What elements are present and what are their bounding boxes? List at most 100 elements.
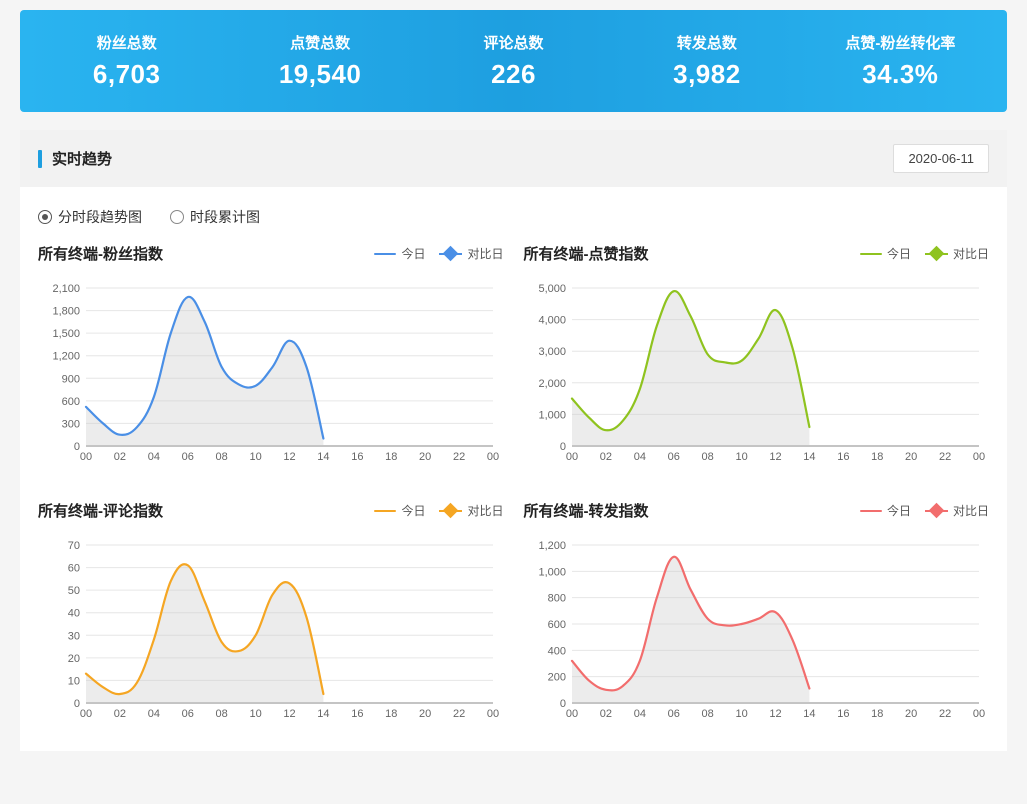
legend-diamond-icon [439,505,462,516]
stat-value: 6,703 [30,59,223,90]
svg-text:900: 900 [62,373,80,385]
legend-label: 今日 [401,502,425,519]
chart-header: 所有终端-评论指数今日对比日 [38,500,504,521]
legend-diamond-icon [439,248,462,259]
svg-text:16: 16 [351,708,363,720]
chart-header: 所有终端-点赞指数今日对比日 [524,243,990,264]
stat-item: 点赞总数19,540 [223,32,416,90]
svg-text:04: 04 [148,708,160,720]
chart-header: 所有终端-转发指数 今日对比日 [524,500,990,521]
svg-text:06: 06 [182,451,194,463]
date-picker[interactable]: 2020-06-11 [893,144,989,173]
legend-compare[interactable]: 对比日 [925,502,989,519]
svg-text:12: 12 [283,708,295,720]
stat-item: 评论总数226 [417,32,610,90]
legend-label: 对比日 [467,245,503,262]
svg-text:20: 20 [419,708,431,720]
svg-text:3,000: 3,000 [538,346,566,358]
radio-hourly-trend[interactable]: 分时段趋势图 [38,207,142,227]
svg-text:10: 10 [249,451,261,463]
legend-today[interactable]: 今日 [374,502,425,519]
chart-card-fans: 所有终端-粉丝指数今日对比日03006009001,2001,5001,8002… [38,243,504,470]
svg-text:16: 16 [837,708,849,720]
svg-text:00: 00 [972,708,984,720]
chart-mode-radios: 分时段趋势图 时段累计图 [20,187,1007,235]
legend-line-icon [860,253,882,255]
section-title-wrap: 实时趋势 [38,148,112,169]
legend-today[interactable]: 今日 [374,245,425,262]
stat-label: 粉丝总数 [30,32,223,53]
svg-text:00: 00 [487,451,499,463]
stat-label: 转发总数 [610,32,803,53]
svg-text:20: 20 [68,653,80,665]
legend-compare[interactable]: 对比日 [925,245,989,262]
chart-title: 所有终端-转发指数 [524,500,649,521]
svg-text:10: 10 [735,451,747,463]
legend-line-icon [374,510,396,512]
chart-legend: 今日 对比日 [374,502,503,519]
svg-text:18: 18 [385,451,397,463]
radio-icon [38,210,52,224]
stat-item: 转发总数 3,982 [610,32,803,90]
svg-text:08: 08 [701,451,713,463]
svg-text:1,200: 1,200 [52,351,80,363]
svg-text:800: 800 [547,593,565,605]
chart-legend: 今日对比日 [860,502,989,519]
legend-label: 对比日 [467,502,503,519]
svg-text:22: 22 [453,708,465,720]
svg-text:1,200: 1,200 [538,540,566,552]
svg-text:22: 22 [453,451,465,463]
radio-label: 时段累计图 [190,207,260,227]
section-header: 实时趋势 2020-06-11 [20,130,1007,187]
legend-compare[interactable]: 对比日 [439,245,503,262]
legend-label: 今日 [401,245,425,262]
svg-text:400: 400 [547,645,565,657]
charts-grid: 所有终端-粉丝指数今日对比日03006009001,2001,5001,8002… [20,235,1007,751]
chart-title: 所有终端-粉丝指数 [38,243,163,264]
svg-text:18: 18 [871,451,883,463]
legend-label: 今日 [887,245,911,262]
stats-banner: 粉丝总数 6,703点赞总数19,540评论总数226转发总数 3,982点赞-粉丝… [20,10,1007,112]
svg-text:18: 18 [871,708,883,720]
radio-icon [170,210,184,224]
svg-text:10: 10 [68,675,80,687]
svg-text:22: 22 [938,451,950,463]
svg-text:60: 60 [68,563,80,575]
legend-label: 今日 [887,502,911,519]
title-accent-bar [38,150,42,168]
svg-text:08: 08 [216,708,228,720]
stat-item: 粉丝总数 6,703 [30,32,223,90]
svg-text:08: 08 [216,451,228,463]
svg-text:1,800: 1,800 [52,306,80,318]
svg-text:200: 200 [547,672,565,684]
svg-text:20: 20 [905,708,917,720]
svg-text:00: 00 [80,451,92,463]
legend-today[interactable]: 今日 [860,245,911,262]
svg-text:5,000: 5,000 [538,283,566,295]
legend-compare[interactable]: 对比日 [439,502,503,519]
stat-value: 3,982 [610,59,803,90]
svg-text:00: 00 [487,708,499,720]
legend-label: 对比日 [953,245,989,262]
svg-text:02: 02 [599,708,611,720]
radio-label: 分时段趋势图 [58,207,142,227]
svg-text:30: 30 [68,630,80,642]
svg-text:00: 00 [565,451,577,463]
stat-label: 点赞-粉丝转化率 [804,32,997,53]
svg-text:1,000: 1,000 [538,409,566,421]
svg-text:40: 40 [68,608,80,620]
svg-text:14: 14 [803,708,815,720]
svg-text:10: 10 [735,708,747,720]
legend-today[interactable]: 今日 [860,502,911,519]
radio-cumulative[interactable]: 时段累计图 [170,207,260,227]
chart-legend: 今日 对比日 [860,245,989,262]
svg-text:70: 70 [68,540,80,552]
chart-card-comments: 所有终端-评论指数今日对比日01020304050607000020406081… [38,500,504,727]
svg-text:14: 14 [317,708,329,720]
stat-value: 34.3% [804,59,997,90]
svg-text:10: 10 [249,708,261,720]
stat-value: 226 [417,59,610,90]
svg-text:16: 16 [837,451,849,463]
svg-text:16: 16 [351,451,363,463]
svg-text:00: 00 [972,451,984,463]
